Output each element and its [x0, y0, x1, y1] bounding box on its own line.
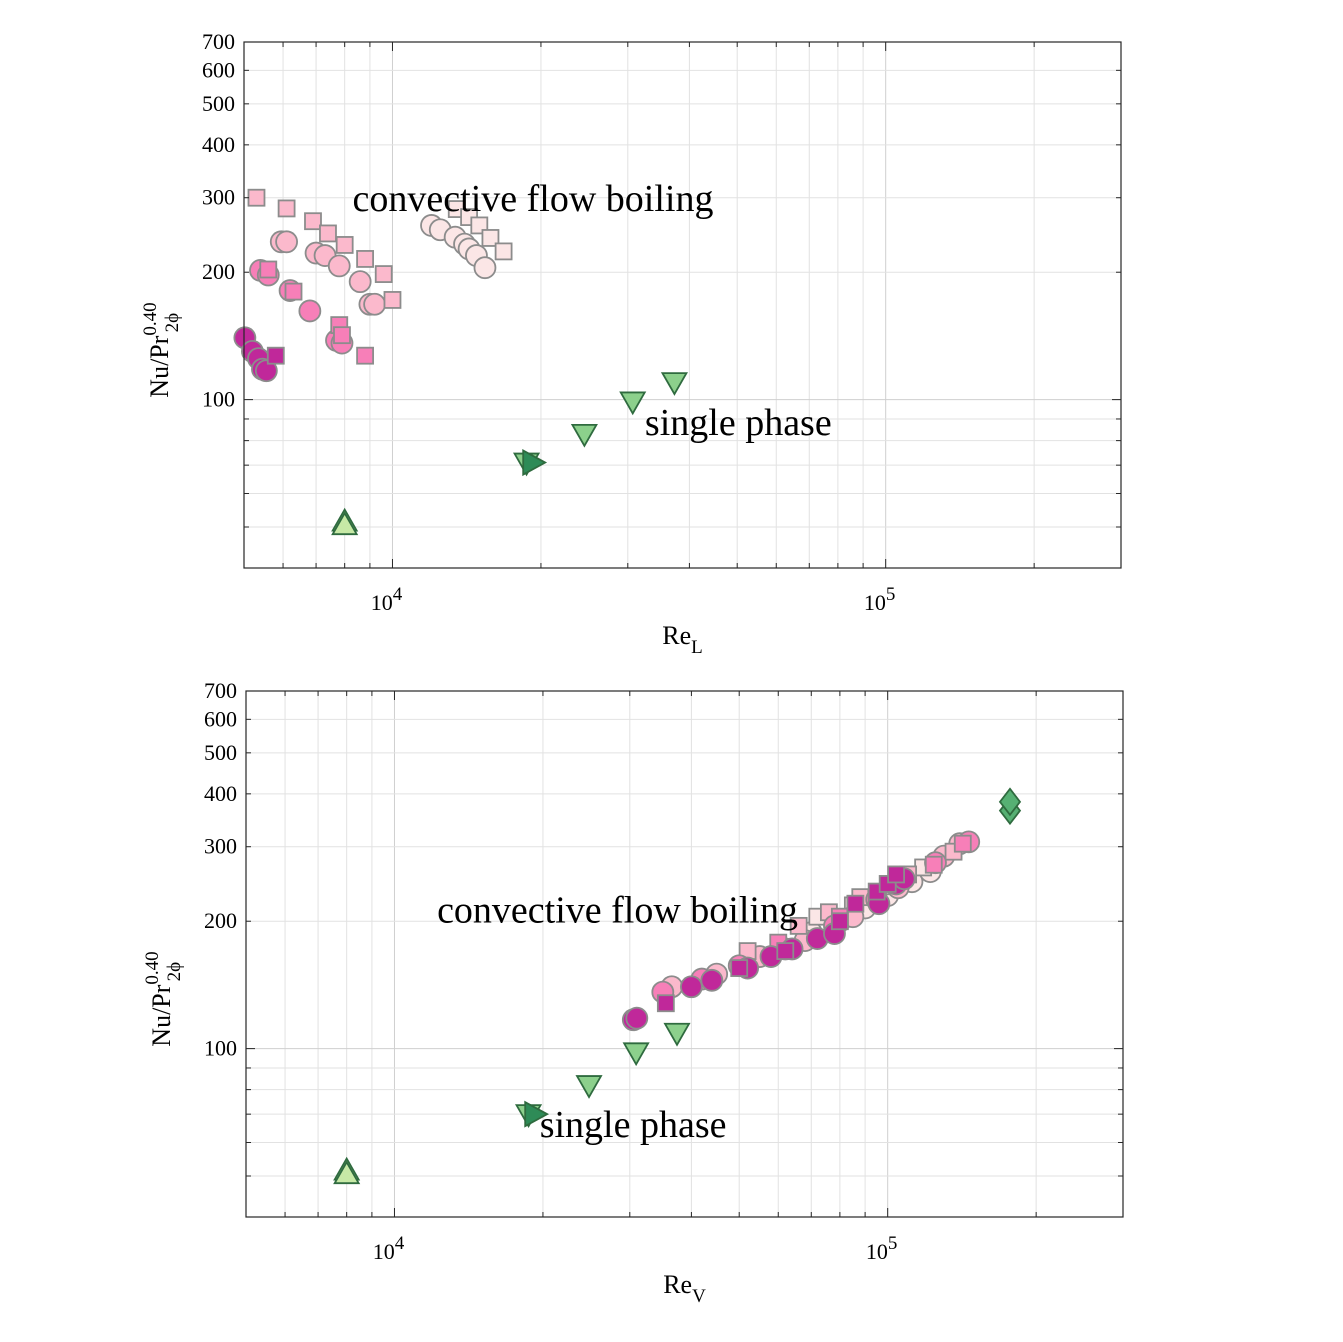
- y-tick-label: 700: [202, 29, 235, 54]
- data-point-triangle-down: [660, 372, 688, 396]
- series-pale_pink-circle: [420, 214, 497, 280]
- y-tick-label: 400: [202, 132, 235, 157]
- y-tick-label: 300: [202, 185, 235, 210]
- y-tick-label: 200: [204, 908, 237, 933]
- data-point-square: [356, 346, 374, 365]
- series-pink-square: [259, 260, 374, 365]
- data-point-square: [887, 865, 905, 884]
- y-tick-label: 100: [204, 1036, 237, 1061]
- series-dark_green-triangle-right: [522, 449, 548, 477]
- data-point-square: [924, 855, 943, 874]
- annotation-text: single phase: [645, 402, 832, 444]
- series-light_green-triangle-up: [333, 1156, 361, 1185]
- annotation-text: single phase: [540, 1104, 727, 1146]
- data-point-square: [319, 224, 337, 243]
- data-point-square: [481, 229, 500, 247]
- data-point-square: [333, 326, 351, 345]
- chart-panel-re-v: 100 200 300 400 500 600 700 104 105 ReV Nu/Pr0.402…: [142, 678, 1124, 1307]
- data-point-square: [277, 199, 296, 218]
- x-axis-label: ReV: [663, 1270, 706, 1307]
- series-light_pink-square: [247, 188, 402, 309]
- data-point-circle: [275, 230, 298, 254]
- data-point-triangle-down: [570, 423, 598, 448]
- data-point-square: [335, 236, 354, 254]
- data-point-diamond: [998, 787, 1022, 817]
- annotation-text: convective flow boiling: [437, 890, 798, 932]
- data-point-triangle-down: [663, 1022, 691, 1047]
- plot-frame: [243, 41, 1122, 569]
- data-point-triangle-up: [333, 1160, 361, 1185]
- data-point-triangle-right: [524, 1100, 550, 1128]
- data-point-square: [284, 282, 303, 301]
- ticks: [244, 42, 1121, 568]
- data-point-circle: [298, 299, 322, 323]
- series-pale_pink-square: [447, 200, 513, 261]
- data-point-triangle-up: [331, 511, 359, 536]
- data-point-square: [356, 250, 374, 268]
- data-point-square: [259, 260, 278, 279]
- series-magenta-square: [266, 346, 285, 365]
- y-tick-label: 200: [202, 259, 235, 284]
- data-point-circle: [363, 292, 387, 316]
- x-tick-label: 105: [864, 584, 896, 615]
- data-point-square: [304, 212, 322, 231]
- data-point-square: [266, 346, 285, 365]
- y-tick-label: 300: [204, 834, 237, 859]
- series-dark_green-triangle-right: [524, 1100, 550, 1128]
- data-point-triangle-down: [622, 1042, 650, 1067]
- y-axis-label: Nu/Pr0.402ϕ: [140, 302, 183, 397]
- data-point-square: [247, 188, 266, 207]
- series-diamond_green-diamond: [998, 787, 1022, 826]
- data-point-square: [374, 265, 393, 283]
- data-point-square: [846, 894, 865, 913]
- annotation-text: convective flow boiling: [353, 178, 714, 220]
- x-tick-label: 104: [371, 584, 403, 615]
- data-point-circle: [327, 254, 351, 278]
- data-point-square: [830, 912, 849, 931]
- grid: [246, 691, 1123, 1217]
- data-point-square: [383, 291, 402, 309]
- y-axis-label: Nu/Pr0.402ϕ: [142, 951, 185, 1046]
- chart-panel-re-l: 100 200 300 400 500 600 700 104 105 ReL Nu/Pr0.402…: [140, 29, 1122, 658]
- data-point-square: [776, 942, 795, 960]
- data-point-triangle-down: [575, 1075, 603, 1099]
- data-point-triangle-right: [522, 449, 548, 477]
- data-point-circle: [680, 975, 703, 999]
- grid: [244, 42, 1121, 568]
- x-axis-label: ReL: [662, 621, 703, 658]
- series-magenta-square: [656, 865, 905, 1013]
- data-point-square: [789, 916, 808, 935]
- y-tick-label: 700: [204, 678, 237, 703]
- y-tick-label: 100: [202, 387, 235, 412]
- series-light_green-triangle-up: [331, 507, 359, 536]
- series-magenta-circle: [233, 326, 278, 383]
- data-point-square: [953, 834, 972, 853]
- plot-frame: [245, 690, 1124, 1218]
- y-tick-label: 400: [204, 781, 237, 806]
- y-tick-label: 500: [204, 740, 237, 765]
- data-point-triangle-down: [619, 391, 647, 416]
- series-light_pink-circle: [269, 230, 387, 316]
- y-tick-label: 500: [202, 91, 235, 116]
- data-point-circle: [700, 968, 724, 992]
- y-tick-label: 600: [204, 706, 237, 731]
- x-tick-label: 105: [866, 1233, 898, 1264]
- data-point-circle: [473, 256, 497, 280]
- ticks: [246, 691, 1123, 1217]
- data-point-square: [494, 242, 513, 261]
- data-point-circle: [348, 270, 372, 294]
- x-tick-label: 104: [373, 1233, 405, 1264]
- data-point-circle: [625, 1006, 649, 1030]
- data-point-square: [656, 994, 675, 1013]
- y-tick-label: 600: [202, 57, 235, 82]
- data-point-circle: [254, 359, 278, 383]
- data-point-square: [730, 959, 749, 977]
